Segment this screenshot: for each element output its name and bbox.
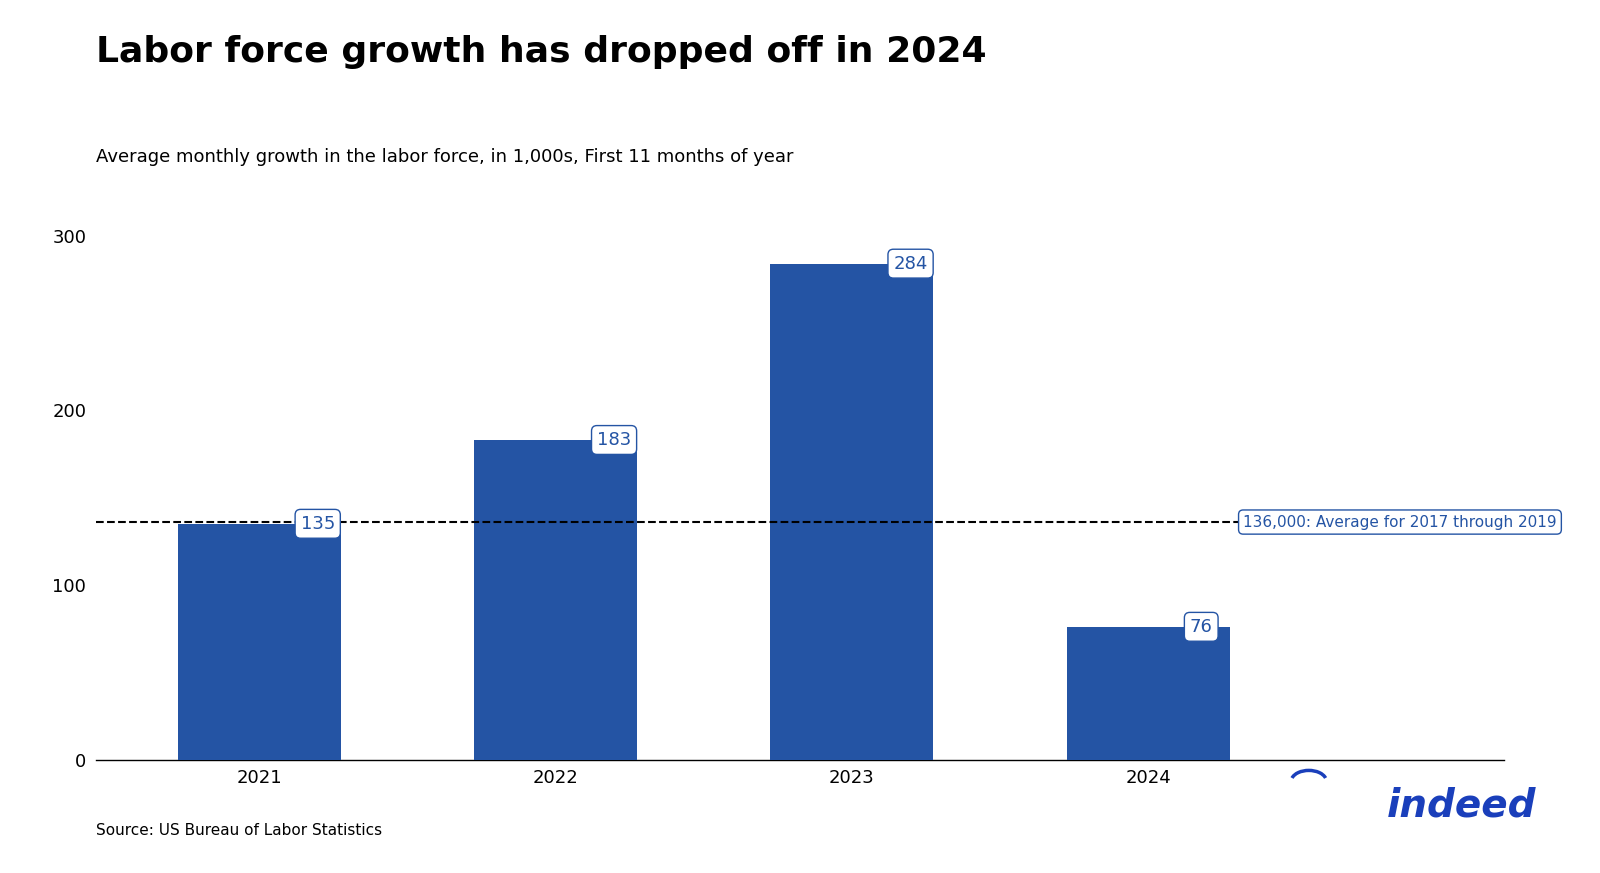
Bar: [770, 264, 933, 760]
Text: 284: 284: [893, 255, 928, 272]
Bar: [1067, 627, 1230, 760]
Text: 136,000: Average for 2017 through 2019: 136,000: Average for 2017 through 2019: [1243, 514, 1557, 530]
Text: Average monthly growth in the labor force, in 1,000s, First 11 months of year: Average monthly growth in the labor forc…: [96, 148, 794, 167]
Bar: [178, 524, 341, 760]
Text: indeed: indeed: [1387, 787, 1536, 825]
Text: 135: 135: [301, 515, 334, 533]
Text: Source: US Bureau of Labor Statistics: Source: US Bureau of Labor Statistics: [96, 823, 382, 838]
Bar: [474, 440, 637, 760]
Text: 183: 183: [597, 431, 632, 449]
Text: Labor force growth has dropped off in 2024: Labor force growth has dropped off in 20…: [96, 35, 987, 69]
Text: 76: 76: [1190, 618, 1213, 636]
